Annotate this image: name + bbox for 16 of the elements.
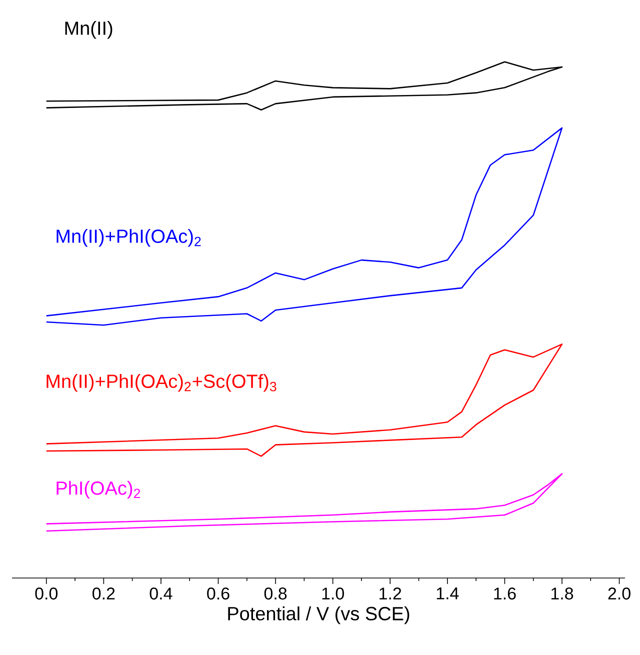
x-tick-label: 0.0 [35, 588, 58, 600]
x-tick-label: 1.8 [551, 588, 574, 600]
x-tick-label: 1.6 [494, 588, 516, 600]
x-tick-label: 1.2 [380, 588, 402, 600]
text: Mn(II) [65, 21, 112, 39]
x-tick-label: 0.8 [264, 588, 287, 600]
text: Mn(II)+PhI(OAc)$_{2}$ [56, 229, 201, 247]
series-label: Mn(II)+PhI(OAc)$_{2}$+Sc(OTf)$_{3}$ [46, 374, 276, 392]
x-tick-label: 0.4 [150, 588, 172, 600]
x-tick-label: 1.4 [436, 588, 459, 600]
x-axis-title: Potential / V (vs SCE) [228, 606, 410, 624]
x-tick-label: 2.0 [608, 588, 630, 600]
series-label: PhI(OAc)$_{2}$ [56, 480, 140, 499]
x-tick-label: 0.6 [207, 588, 230, 600]
x-tick-label: 0.2 [92, 588, 115, 600]
x-tick-label: 1.0 [322, 588, 344, 600]
